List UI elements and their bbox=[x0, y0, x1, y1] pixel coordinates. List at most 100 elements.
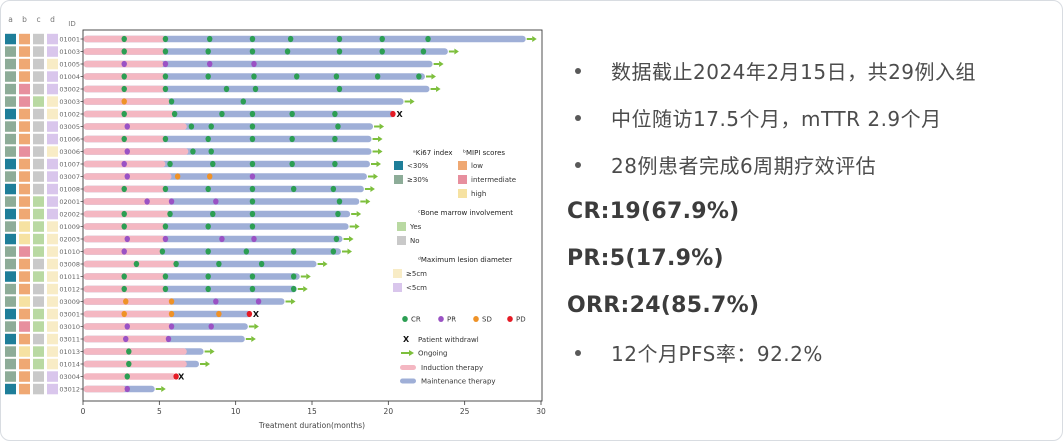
char-square-ki67 bbox=[5, 246, 16, 257]
char-square-bm bbox=[33, 371, 44, 382]
ongoing-arrowhead bbox=[376, 161, 382, 167]
stat-text: 数据截止2024年2月15日，共29例入组 bbox=[611, 60, 977, 84]
x-axis-title: Treatment duration(months) bbox=[258, 421, 365, 430]
response-dot-CR bbox=[121, 273, 127, 280]
legend-bone-marrow-label: Yes bbox=[409, 223, 422, 231]
char-square-bm bbox=[33, 146, 44, 157]
legend-mipi-swatch bbox=[458, 161, 467, 170]
char-square-ki67 bbox=[5, 296, 16, 307]
response-dot-CR bbox=[258, 260, 265, 268]
char-square-mipi bbox=[19, 221, 30, 232]
legend-lesion: ᵈMaximum lesion diameter ≥5cm <5cm bbox=[393, 256, 512, 292]
char-square-lesion bbox=[47, 308, 58, 320]
char-square-bm bbox=[33, 121, 44, 132]
patient-row-01005: 01005 bbox=[5, 58, 444, 70]
response-dot-CR bbox=[205, 223, 211, 230]
patient-row-01010: 01010 bbox=[5, 246, 353, 257]
patient-row-03008: 03008 bbox=[5, 258, 328, 270]
response-dot-CR bbox=[133, 260, 140, 268]
patient-id: 02003 bbox=[59, 235, 80, 243]
legend-lesion-swatch bbox=[393, 283, 402, 292]
legend-dot-SD bbox=[473, 316, 479, 322]
response-dot-PR bbox=[124, 323, 130, 330]
response-dot-CR bbox=[173, 260, 179, 268]
bullet-icon bbox=[575, 67, 581, 74]
response-dot-CR bbox=[205, 185, 211, 193]
ongoing-arrowhead bbox=[356, 211, 362, 217]
char-square-bm bbox=[33, 133, 44, 145]
stat-data-cutoff: 数据截止2024年2月15日，共29例入组 bbox=[567, 47, 1059, 94]
char-square-ki67 bbox=[5, 183, 16, 195]
response-dot-CR bbox=[205, 73, 211, 80]
bullet-icon bbox=[575, 349, 581, 356]
stat-cr: CR:19(67.9%) bbox=[567, 188, 1059, 235]
legend-bone-marrow-label: No bbox=[410, 237, 420, 245]
response-dot-CR bbox=[335, 123, 341, 130]
response-dot-CR bbox=[374, 73, 381, 80]
patient-row-02003: 02003 bbox=[5, 233, 354, 245]
response-dot-PR bbox=[213, 298, 219, 305]
patient-row-01014: 01014 bbox=[5, 358, 211, 370]
legend-bone-marrow-swatch bbox=[397, 222, 406, 231]
char-square-lesion bbox=[47, 133, 58, 145]
char-square-lesion bbox=[47, 83, 58, 95]
response-dot-PR bbox=[121, 248, 127, 255]
response-dot-CR bbox=[219, 110, 225, 118]
response-dot-CR bbox=[124, 373, 130, 380]
legend-lesion-label: <5cm bbox=[406, 284, 427, 292]
bullet-icon bbox=[575, 161, 581, 168]
char-square-lesion bbox=[47, 233, 58, 245]
legend-maintenance-label: Maintenance therapy bbox=[421, 378, 496, 386]
ongoing-arrowhead bbox=[306, 273, 311, 280]
patient-id: 03005 bbox=[59, 123, 80, 131]
char-square-lesion bbox=[47, 171, 58, 182]
response-dot-CR bbox=[289, 110, 295, 118]
stat-pfs: 12个月PFS率：92.2% bbox=[567, 329, 1059, 376]
char-square-lesion bbox=[47, 33, 58, 45]
response-dot-CR bbox=[121, 85, 127, 93]
char-square-bm bbox=[33, 196, 44, 207]
patient-row-01009: 01009 bbox=[5, 221, 360, 232]
char-square-mipi bbox=[19, 158, 30, 170]
column-header-b: b bbox=[22, 15, 27, 24]
char-square-lesion bbox=[47, 258, 58, 270]
char-square-bm bbox=[33, 283, 44, 295]
char-square-ki67 bbox=[5, 171, 16, 182]
response-dot-CR bbox=[249, 198, 256, 205]
response-dot-CR bbox=[249, 110, 256, 118]
char-square-mipi bbox=[19, 308, 30, 320]
char-square-ki67 bbox=[5, 383, 16, 395]
char-square-lesion bbox=[47, 371, 58, 382]
legend-ki67-swatch bbox=[394, 161, 403, 170]
x-tick-label: 10 bbox=[231, 407, 241, 416]
response-dot-CR bbox=[379, 48, 385, 55]
patient-id: 01002 bbox=[59, 110, 80, 118]
char-square-mipi bbox=[19, 246, 30, 257]
induction-bar bbox=[83, 360, 187, 368]
response-dot-PD bbox=[390, 110, 396, 118]
response-dot-CR bbox=[162, 73, 169, 80]
response-dot-SD bbox=[168, 310, 175, 318]
response-dot-CR bbox=[162, 35, 169, 43]
response-dot-PR bbox=[162, 60, 169, 68]
patient-id: 03002 bbox=[59, 85, 80, 93]
patient-id: 01008 bbox=[59, 185, 80, 193]
response-dot-CR bbox=[240, 98, 246, 105]
response-dot-CR bbox=[335, 210, 341, 218]
response-dot-CR bbox=[121, 285, 127, 293]
induction-bar bbox=[83, 235, 166, 243]
char-square-bm bbox=[33, 158, 44, 170]
response-dot-CR bbox=[333, 235, 340, 243]
patient-id: 03009 bbox=[59, 298, 80, 306]
ongoing-arrowhead bbox=[378, 148, 383, 155]
char-square-bm bbox=[33, 208, 44, 220]
char-square-mipi bbox=[19, 258, 30, 270]
response-dot-PR bbox=[255, 298, 262, 305]
char-square-mipi bbox=[19, 346, 30, 357]
x-tick-label: 30 bbox=[536, 407, 546, 416]
response-dot-CR bbox=[252, 85, 259, 93]
id-header: ID bbox=[68, 20, 75, 28]
legend-response: CR PR SD PD bbox=[402, 316, 526, 324]
stat-text: 中位随访17.5个月，mTTR 2.9个月 bbox=[611, 107, 942, 131]
ongoing-arrowhead bbox=[254, 323, 259, 330]
